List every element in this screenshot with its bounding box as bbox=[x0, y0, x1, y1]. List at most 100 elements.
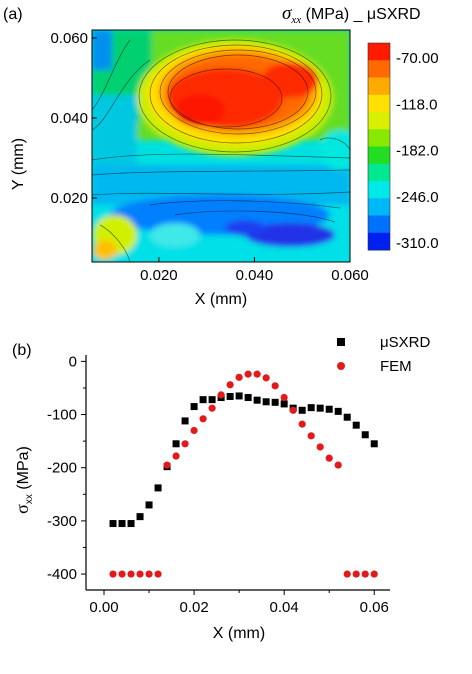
scatter-y-tick-label: -400 bbox=[47, 566, 77, 583]
heatmap-title-symbol: σ bbox=[282, 3, 292, 24]
series-usxrd bbox=[109, 392, 378, 528]
colorbar-segment bbox=[368, 146, 390, 165]
usxrd-point bbox=[181, 417, 189, 425]
colorbar-segment bbox=[368, 43, 390, 61]
fem-point bbox=[262, 374, 270, 382]
fem-point bbox=[136, 570, 144, 578]
usxrd-point bbox=[226, 392, 234, 400]
fem-point bbox=[334, 461, 342, 469]
colorbar-segment bbox=[368, 94, 390, 113]
usxrd-point bbox=[316, 404, 324, 412]
fem-point bbox=[343, 570, 351, 578]
fem-point bbox=[361, 570, 369, 578]
usxrd-point bbox=[109, 520, 117, 528]
scatter-y-axis-unit: (MPa) bbox=[15, 446, 32, 494]
usxrd-point bbox=[127, 520, 135, 528]
heatmap-y-axis: 0.060 0.040 0.020 bbox=[50, 30, 97, 207]
scatter-x-tick-label: 0.00 bbox=[89, 599, 118, 616]
fem-point bbox=[316, 443, 324, 451]
heatmap-y-tick-label: 0.020 bbox=[50, 190, 88, 207]
heatmap-plot-frame bbox=[91, 29, 351, 263]
scatter-y-tick-label: -100 bbox=[47, 407, 77, 424]
usxrd-point bbox=[118, 520, 126, 528]
colorbar-segment bbox=[368, 163, 390, 182]
fem-point bbox=[298, 420, 306, 428]
usxrd-point bbox=[253, 396, 261, 404]
fem-point bbox=[253, 370, 261, 378]
colorbar-segment bbox=[368, 232, 390, 251]
panel-a-label: (a) bbox=[3, 6, 23, 23]
scatter-y-tick-label: 0 bbox=[69, 353, 77, 370]
series-fem bbox=[109, 370, 378, 578]
fem-point bbox=[217, 391, 225, 399]
fem-point bbox=[109, 570, 117, 578]
colorbar-frame bbox=[367, 42, 391, 251]
fem-point bbox=[172, 452, 180, 460]
panel-b-label: (b) bbox=[12, 342, 32, 359]
fem-point bbox=[235, 373, 243, 381]
usxrd-point bbox=[262, 398, 270, 406]
usxrd-point bbox=[334, 407, 342, 415]
legend-label-fem: FEM bbox=[380, 358, 412, 375]
usxrd-point bbox=[280, 400, 288, 408]
scatter-points bbox=[109, 370, 378, 578]
usxrd-point bbox=[235, 392, 243, 400]
legend-marker-fem bbox=[337, 362, 345, 370]
usxrd-point bbox=[307, 404, 315, 412]
heatmap-x-tick-label: 0.040 bbox=[236, 267, 274, 284]
heatmap-title: σxx (MPa) _ μSXRD bbox=[282, 3, 421, 26]
scatter-x-tick-label: 0.06 bbox=[360, 599, 389, 616]
legend-label-usxrd: μSXRD bbox=[380, 334, 430, 351]
fem-point bbox=[118, 570, 126, 578]
colorbar-segment bbox=[368, 215, 390, 234]
fem-point bbox=[163, 461, 171, 469]
colorbar-label: -246.0 bbox=[396, 189, 439, 206]
fem-point bbox=[280, 393, 288, 402]
colorbar-segment bbox=[368, 112, 390, 130]
heatmap-x-axis-label: X (mm) bbox=[195, 291, 247, 308]
usxrd-point bbox=[154, 484, 162, 492]
usxrd-point bbox=[325, 405, 333, 413]
colorbar-segment bbox=[368, 77, 390, 96]
heatmap-y-tick-label: 0.060 bbox=[50, 30, 88, 47]
heatmap-field bbox=[92, 30, 350, 262]
scatter-y-tick-label: -300 bbox=[47, 513, 77, 530]
colorbar-segment bbox=[368, 60, 390, 78]
legend-marker-usxrd bbox=[337, 338, 345, 346]
fem-point bbox=[271, 382, 279, 390]
fem-point bbox=[199, 415, 207, 423]
fem-point bbox=[208, 404, 216, 412]
fem-point bbox=[325, 454, 333, 462]
usxrd-point bbox=[244, 394, 252, 402]
usxrd-point bbox=[361, 431, 369, 439]
colorbar-label: -310.0 bbox=[396, 235, 439, 252]
usxrd-point bbox=[208, 396, 216, 404]
fem-point bbox=[226, 381, 234, 389]
heatmap-x-tick-label: 0.060 bbox=[331, 267, 369, 284]
fem-point bbox=[190, 426, 198, 435]
colorbar-segment bbox=[368, 181, 390, 199]
scatter-y-tick-label: -200 bbox=[47, 460, 77, 477]
heatmap-x-tick-label: 0.020 bbox=[140, 267, 178, 284]
usxrd-point bbox=[370, 440, 378, 448]
usxrd-point bbox=[172, 440, 180, 448]
heatmap-y-axis-label: Y (mm) bbox=[10, 138, 27, 190]
usxrd-point bbox=[352, 421, 360, 429]
fem-point bbox=[352, 570, 360, 578]
heatmap-y-tick-label: 0.040 bbox=[50, 110, 88, 127]
usxrd-point bbox=[271, 398, 279, 406]
scatter-x-axis-label: X (mm) bbox=[213, 625, 265, 642]
colorbar-label: -118.0 bbox=[396, 96, 437, 113]
usxrd-point bbox=[136, 513, 144, 521]
fem-point bbox=[145, 570, 153, 578]
fem-point bbox=[127, 570, 135, 578]
usxrd-point bbox=[190, 403, 198, 411]
legend: μSXRD FEM bbox=[337, 334, 430, 375]
scatter-y-axis-symbol: σ bbox=[12, 504, 32, 514]
colorbar: -70.00 -118.0 -182.0 -246.0 -310.0 bbox=[367, 42, 439, 252]
heatmap-title-subscript: xx bbox=[290, 14, 301, 26]
scatter-y-axis-label: σxx (MPa) bbox=[12, 446, 35, 514]
fem-point bbox=[244, 370, 252, 378]
scatter-y-axis-subscript: xx bbox=[24, 494, 35, 504]
